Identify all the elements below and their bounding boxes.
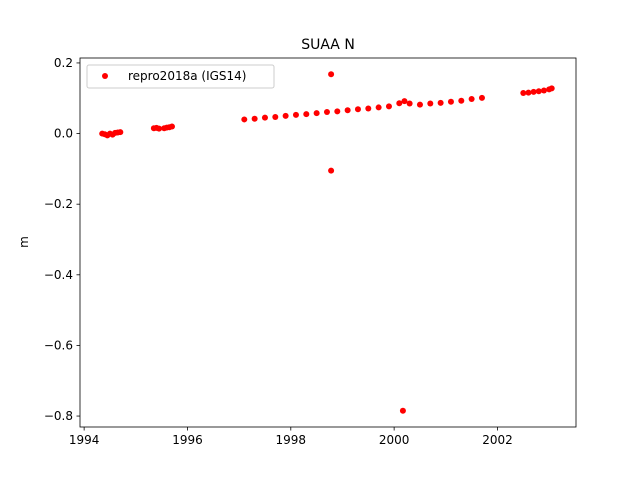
point: [117, 129, 124, 136]
y-tick-label: 0.2: [54, 56, 73, 70]
x-tick-label: 1998: [276, 433, 307, 447]
point: [292, 111, 299, 118]
point: [447, 98, 454, 105]
point: [313, 110, 320, 117]
point: [156, 125, 163, 132]
point: [251, 115, 258, 122]
point: [328, 167, 335, 174]
y-tick-label: −0.6: [44, 338, 73, 352]
point: [458, 97, 465, 104]
point: [261, 114, 268, 121]
legend-label: repro2018a (IGS14): [128, 69, 246, 83]
x-tick-label: 1994: [69, 433, 100, 447]
point: [416, 101, 423, 108]
point: [354, 106, 361, 113]
point: [365, 105, 372, 112]
x-tick-label: 2002: [482, 433, 513, 447]
point: [344, 107, 351, 114]
y-axis-label: m: [17, 236, 31, 248]
y-tick-label: 0.0: [54, 127, 73, 141]
point: [328, 71, 335, 78]
axes-frame: [79, 57, 577, 428]
point: [437, 99, 444, 106]
point: [520, 89, 527, 96]
x-tick-label: 2000: [379, 433, 410, 447]
y-tick-label: −0.8: [44, 409, 73, 423]
point: [399, 407, 406, 414]
point: [478, 94, 485, 101]
point: [468, 95, 475, 102]
x-tick-label: 1996: [172, 433, 203, 447]
chart-title: SUAA N: [301, 37, 355, 53]
y-tick-label: −0.2: [44, 197, 73, 211]
y-tick-label: −0.4: [44, 268, 73, 282]
legend-box: [86, 64, 275, 89]
point: [535, 88, 542, 95]
point: [282, 112, 289, 119]
point: [385, 103, 392, 110]
point: [303, 111, 310, 118]
point: [530, 88, 537, 95]
point: [525, 89, 532, 96]
point: [548, 85, 555, 92]
point: [396, 100, 403, 107]
point: [241, 116, 248, 123]
point: [323, 109, 330, 116]
point: [401, 98, 408, 105]
point: [272, 113, 279, 120]
point: [540, 87, 547, 94]
point: [168, 123, 175, 130]
point: [406, 100, 413, 107]
point: [334, 108, 341, 115]
legend-marker: [102, 73, 108, 79]
point: [375, 104, 382, 111]
point: [427, 100, 434, 107]
plot-area: [99, 71, 555, 414]
